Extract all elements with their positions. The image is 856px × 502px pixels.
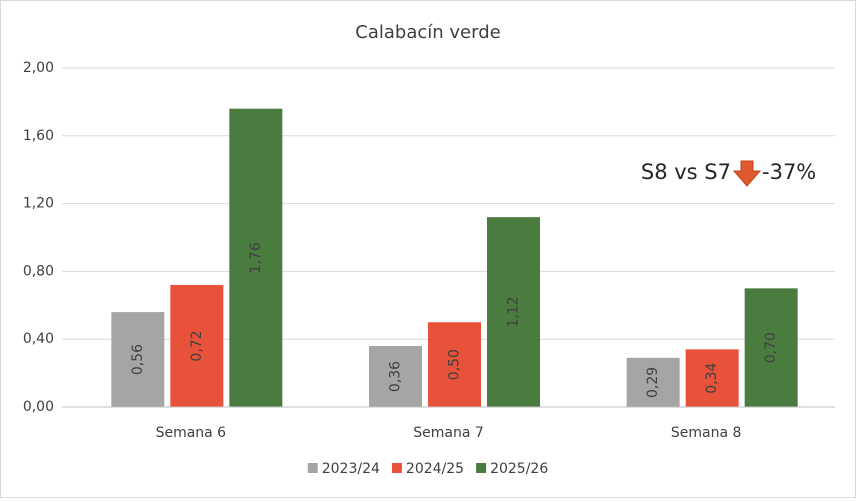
value-label: 0,72 <box>189 330 205 361</box>
bar <box>685 349 739 407</box>
bar <box>744 288 798 407</box>
value-label: 0,70 <box>763 332 779 363</box>
legend-label: 2025/26 <box>490 461 548 477</box>
bar <box>369 345 422 407</box>
bar <box>626 357 680 407</box>
y-tick-label: 1,60 <box>23 128 54 144</box>
y-tick-label: 0,00 <box>23 399 54 415</box>
value-label: 0,36 <box>388 361 404 392</box>
x-tick-label: Semana 7 <box>413 425 484 441</box>
value-label: 0,29 <box>645 367 661 398</box>
legend-label: 2024/25 <box>406 461 464 477</box>
bar <box>111 312 165 407</box>
bar <box>170 284 224 407</box>
y-tick-label: 0,80 <box>23 263 54 279</box>
bar <box>428 322 481 407</box>
bar <box>229 108 283 408</box>
value-label: 1,76 <box>248 242 264 273</box>
x-tick-label: Semana 8 <box>671 425 742 441</box>
y-tick-label: 0,40 <box>23 331 54 347</box>
value-label: 0,56 <box>130 344 146 375</box>
annotation-text: S8 vs S7 <box>641 160 731 184</box>
y-tick-label: 1,20 <box>23 196 54 212</box>
annotation-change: -37% <box>762 160 816 184</box>
y-tick-label: 2,00 <box>23 60 54 76</box>
legend-swatch <box>476 463 487 473</box>
legend-label: 2023/24 <box>322 461 380 477</box>
legend-swatch <box>391 463 402 473</box>
x-tick-label: Semana 6 <box>156 425 227 441</box>
down-arrow-icon <box>732 160 762 187</box>
value-label: 0,50 <box>447 349 463 380</box>
chart-title: Calabacín verde <box>355 22 500 43</box>
legend-swatch <box>307 463 318 473</box>
bar <box>487 217 540 407</box>
value-label: 1,12 <box>506 296 522 327</box>
value-label: 0,34 <box>704 363 720 394</box>
